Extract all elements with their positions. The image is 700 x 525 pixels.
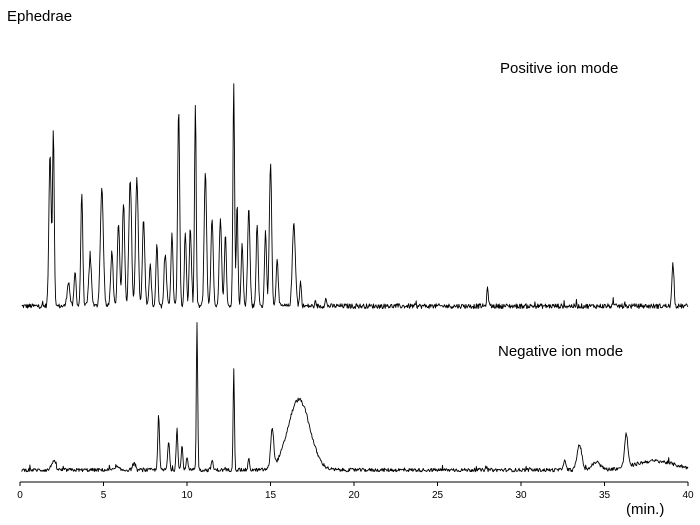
- x-tick-label: 40: [682, 490, 694, 501]
- x-tick-label: 5: [101, 490, 107, 501]
- x-tick-label: 10: [181, 490, 193, 501]
- x-tick-label: 35: [599, 490, 611, 501]
- series-label-negative: Negative ion mode: [498, 343, 623, 360]
- chart-title: Ephedrae: [7, 8, 72, 25]
- x-tick-label: 30: [515, 490, 527, 501]
- x-tick-label: 25: [432, 490, 444, 501]
- series-label-positive: Positive ion mode: [500, 60, 618, 77]
- x-tick-label: 15: [265, 490, 277, 501]
- x-axis: 0 5 10 15 20 25 30 35 40: [17, 481, 694, 501]
- positive-ion-trace: [21, 83, 689, 309]
- traces: [21, 83, 689, 473]
- x-tick-label: 0: [17, 490, 23, 501]
- series-labels: Positive ion mode Negative ion mode: [498, 60, 623, 360]
- negative-ion-trace: [21, 322, 689, 473]
- x-axis-label: (min.): [626, 501, 664, 518]
- x-tick-label: 20: [348, 490, 360, 501]
